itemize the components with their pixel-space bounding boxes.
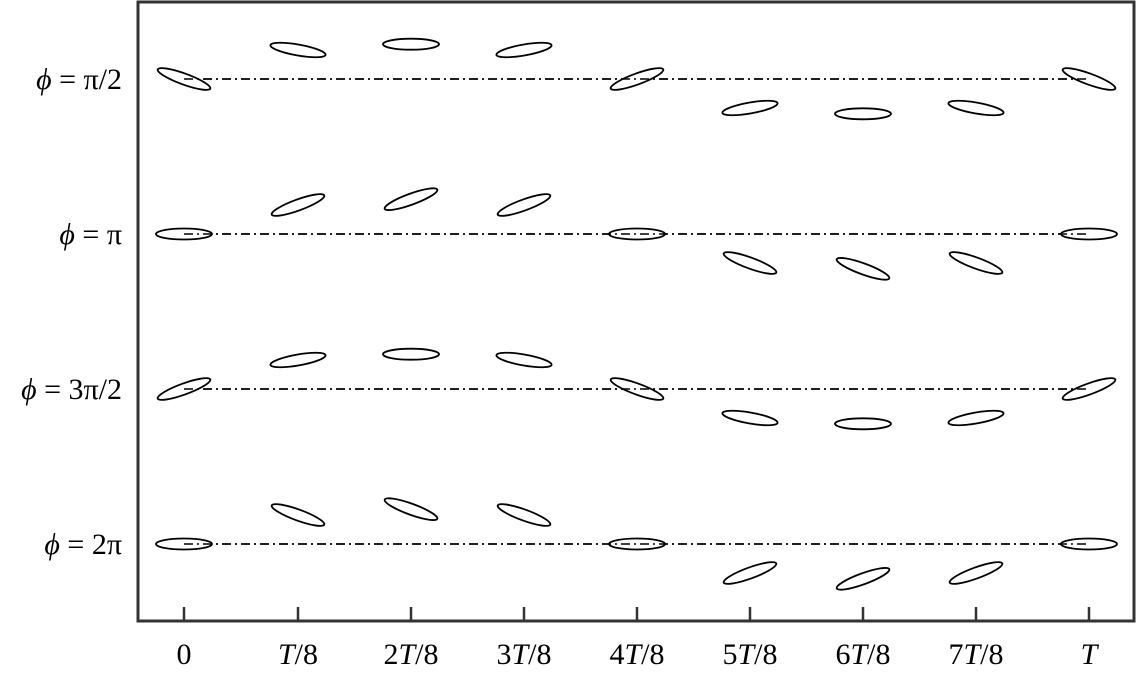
ellipse-marker [835,257,891,281]
ellipse-marker [947,409,1005,427]
x-axis-labels: 0 T/8 2T/8 3T/8 4T/8 5T/8 6T/8 7T/8 T [177,638,1100,671]
ellipse-marker [609,377,665,401]
x-tick-label: 3T/8 [496,638,551,671]
ellipse-marker [947,99,1005,117]
ellipse-marker [608,537,666,551]
ellipse-marker [721,409,779,427]
x-tick-label: 6T/8 [835,638,890,671]
ellipse-marker [948,561,1004,585]
ellipse-marker [609,67,665,91]
ellipse-marker [834,107,892,121]
ellipse-marker [270,193,326,217]
row-label: ϕ = π [59,218,122,251]
x-tick-label: T/8 [278,638,318,671]
row-label: ϕ = 2π [44,528,122,561]
ellipse-marker [495,41,553,59]
ellipse-marker [382,37,440,51]
ellipse-marker [496,193,552,217]
x-tick-label: T [1081,638,1100,671]
ellipse-marker [722,561,778,585]
x-tick-label: 7T/8 [948,638,1003,671]
ellipse-marker [382,347,440,361]
x-axis-ticks [182,607,1091,621]
ellipse-marker [834,417,892,431]
ellipse-marker [270,503,326,527]
ellipse-marker [948,251,1004,275]
ellipse-markers [155,37,1118,591]
row-baselines [184,78,1089,545]
plot-frame [136,0,1136,623]
ellipse-marker [495,351,553,369]
row-label: ϕ = 3π/2 [21,373,122,406]
ellipse-marker [1061,377,1117,401]
ellipse-marker [383,187,439,211]
ellipse-marker [722,251,778,275]
ellipse-marker [269,41,327,59]
ellipse-marker [383,497,439,521]
row-label: ϕ = π/2 [36,63,122,96]
ellipse-marker [721,99,779,117]
x-tick-label: 5T/8 [722,638,777,671]
x-tick-label: 0 [177,638,192,671]
x-tick-label: 2T/8 [383,638,438,671]
ellipse-marker [496,503,552,527]
row-labels: ϕ = π/2 ϕ = π ϕ = 3π/2 ϕ = 2π [21,63,122,561]
x-tick-label: 4T/8 [609,638,664,671]
ellipse-marker [835,567,891,591]
ellipse-marker [1061,67,1117,91]
ellipse-marker [269,351,327,369]
ellipse-marker [608,227,666,241]
